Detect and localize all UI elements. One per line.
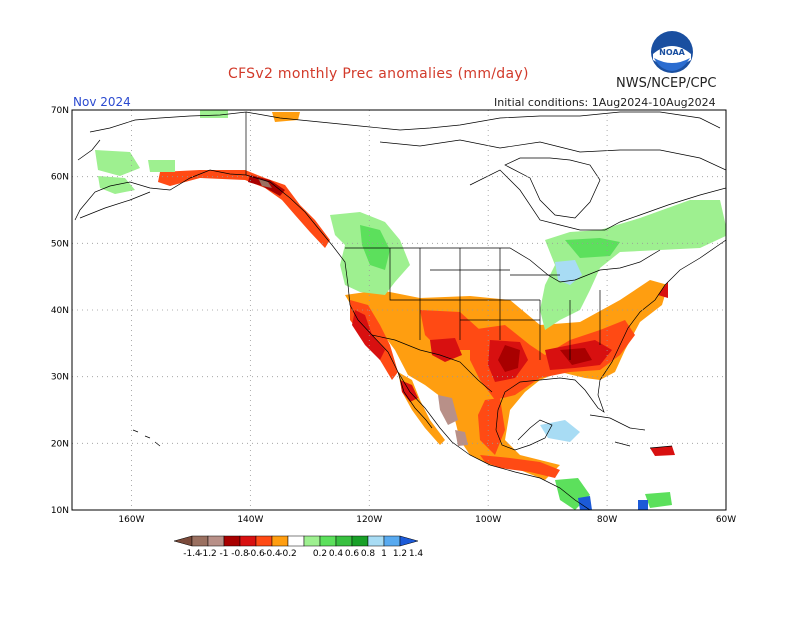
colorbar-swatch [383, 535, 401, 547]
colorbar-tick-label: -0.2 [279, 549, 297, 559]
longitude-label: 140W [237, 515, 263, 525]
colorbar-tick-label: -0.6 [247, 549, 265, 559]
latitude-label: 30N [51, 373, 69, 383]
latitude-label: 40N [51, 306, 69, 316]
colorbar-swatch [335, 535, 353, 547]
colorbar-swatch [223, 535, 241, 547]
colorbar-tick-label: 0.2 [313, 549, 327, 559]
latitude-label: 10N [51, 506, 69, 516]
colorbar-swatch [351, 535, 369, 547]
colorbar-tick-label: 1.2 [393, 549, 407, 559]
logo-text: NOAA [659, 48, 685, 57]
colorbar-tick-label: 1 [381, 549, 387, 559]
colorbar-swatch [191, 535, 209, 547]
color-legend: -1.4-1.2 -1 -0.8-0.6-0.4-0.2 0.2 0.4 0.6 0.8 1 1… [173, 535, 424, 559]
colorbar-swatch [255, 535, 273, 547]
longitude-label: 120W [356, 515, 382, 525]
colorbar-tick-label: -1.4 [183, 549, 201, 559]
noaa-logo: NOAA [650, 30, 694, 74]
colorbar-swatch [303, 535, 321, 547]
colorbar-tick-label: 0.8 [361, 549, 376, 559]
colorbar-tick-label: -1 [220, 549, 229, 559]
colorbar-swatch [239, 535, 257, 547]
coastlines-and-borders [74, 111, 726, 510]
map-frame [71, 109, 727, 511]
positive-anomaly-regions [95, 110, 726, 510]
latitude-label: 50N [51, 239, 69, 249]
colorbar-swatch [207, 535, 225, 547]
colorbar-tick-label: -0.4 [263, 549, 281, 559]
colorbar-swatch [319, 535, 337, 547]
latitude-label: 20N [51, 439, 69, 449]
colorbar-min-arrow [173, 535, 193, 547]
longitude-labels: 160W 140W 120W 100W 80W 60W [118, 515, 736, 525]
latitude-label: 70N [51, 106, 69, 116]
latitude-label: 60N [51, 173, 69, 183]
longitude-label: 160W [118, 515, 144, 525]
initial-conditions-label: Initial conditions: 1Aug2024-10Aug2024 [494, 96, 716, 109]
map-content [72, 110, 726, 510]
colorbar-tick-label: -1.2 [199, 549, 217, 559]
colorbar-tick-label: 0.4 [329, 549, 344, 559]
longitude-label: 100W [475, 515, 501, 525]
agency-label: NWS/NCEP/CPC [616, 76, 717, 91]
valid-month-label: Nov 2024 [73, 95, 131, 109]
chart-title: CFSv2 monthly Prec anomalies (mm/day) [228, 66, 529, 82]
latitude-labels: 70N 60N 50N 40N 30N 20N 10N [51, 106, 69, 516]
longitude-label: 80W [597, 515, 617, 525]
longitude-label: 60W [716, 515, 736, 525]
colorbar-tick-label: -0.8 [231, 549, 249, 559]
colorbar-tick-label: 0.6 [345, 549, 360, 559]
colorbar-swatch [271, 535, 289, 547]
colorbar-swatch [367, 535, 385, 547]
lat-lon-grid [72, 110, 726, 510]
colorbar-swatch [287, 535, 305, 547]
colorbar-max-arrow [399, 535, 419, 547]
colorbar-tick-label: 1.4 [409, 549, 424, 559]
